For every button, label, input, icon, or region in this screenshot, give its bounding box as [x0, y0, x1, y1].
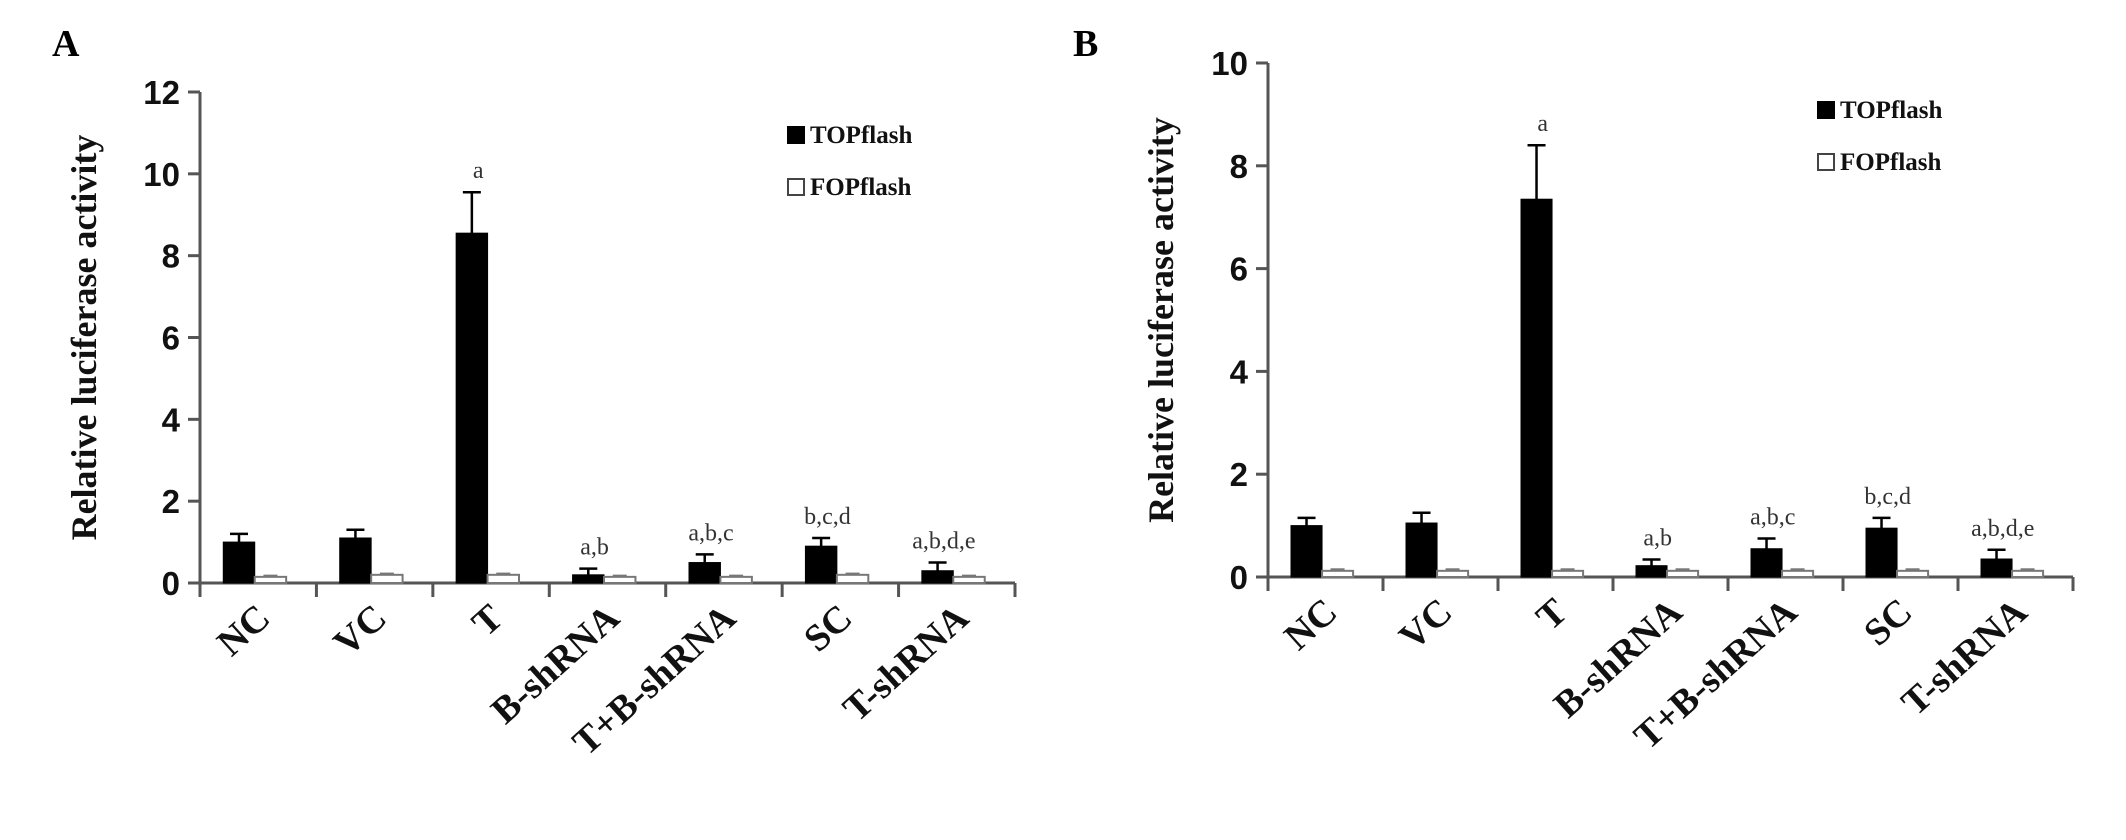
legend-label-b-1: FOPflash: [1840, 149, 1941, 176]
x-tick-label-a-1: VC: [326, 596, 395, 664]
bar-fopflash-a-1: [370, 573, 404, 584]
x-tick-label-b-6: T-shRNA: [1894, 590, 2036, 724]
bar-fopflash-b-2: [1551, 569, 1585, 578]
bar-topflash-b-6: [1980, 558, 2013, 578]
chart-b-svg: B Relative luciferase activity 0 2 4 6 8 10 NC VC…: [1073, 23, 2075, 758]
bar-fopflash-a-0: [253, 575, 288, 584]
significance-label-b-4: a,b,c: [1750, 504, 1795, 530]
panel-label-b: B: [1073, 23, 1098, 65]
bar-topflash-a-6: [921, 570, 954, 584]
y-tick-label-a-6: 12: [143, 74, 180, 111]
panel-label-a: A: [52, 23, 80, 65]
legend-swatch-b-1: [1817, 153, 1835, 171]
bar-topflash-b-2: [1520, 198, 1553, 578]
y-tick-label-b-0: 0: [1230, 559, 1248, 596]
significance-label-a-2: a: [473, 158, 484, 184]
bar-topflash-a-3: [572, 574, 605, 584]
y-tick-label-b-2: 4: [1230, 353, 1249, 390]
bar-topflash-b-4: [1750, 548, 1783, 578]
legend-swatch-a-0: [787, 126, 805, 144]
bar-fopflash-a-6: [952, 575, 986, 584]
x-tick-label-a-6: T-shRNA: [835, 596, 977, 730]
legend-label-a-1: FOPflash: [810, 174, 911, 201]
y-axis-label-a: Relative luciferase activity: [64, 135, 104, 541]
y-tick-label-b-5: 10: [1211, 45, 1248, 82]
significance-label-a-5: b,c,d: [804, 504, 851, 530]
bar-topflash-b-1: [1405, 522, 1438, 578]
significance-label-a-6: a,b,d,e: [912, 529, 975, 555]
bar-topflash-a-2: [455, 232, 489, 584]
x-tick-label-a-0: NC: [209, 596, 278, 664]
bar-fopflash-b-5: [1896, 569, 1930, 578]
x-tick-label-a-2: T: [464, 596, 511, 644]
significance-label-a-3: a,b: [580, 535, 609, 561]
y-tick-label-a-1: 2: [162, 483, 180, 520]
y-tick-label-a-4: 8: [162, 238, 180, 275]
legend-swatch-b-0: [1817, 101, 1835, 119]
bar-fopflash-b-0: [1321, 569, 1355, 578]
x-tick-label-b-5: SC: [1856, 590, 1920, 654]
chart-panel-a: A Relative luciferase activity 0 2 4 6 8 10 12 NC…: [52, 23, 1017, 764]
bar-topflash-b-5: [1865, 527, 1898, 578]
chart-a-svg: A Relative luciferase activity 0 2 4 6 8 10 12 NC…: [52, 23, 1017, 764]
y-axis-label-b: Relative luciferase activity: [1141, 117, 1181, 523]
y-tick-label-a-0: 0: [162, 565, 180, 602]
significance-label-b-6: a,b,d,e: [1971, 516, 2034, 542]
y-tick-label-b-1: 2: [1230, 456, 1248, 493]
chart-panel-b: B Relative luciferase activity 0 2 4 6 8 10 NC VC…: [1063, 0, 2126, 840]
x-tick-label-b-2: T: [1528, 590, 1575, 638]
bar-fopflash-b-1: [1436, 569, 1470, 578]
bar-fopflash-b-6: [2011, 569, 2045, 578]
significance-label-b-2: a: [1537, 111, 1548, 137]
bar-fopflash-a-3: [603, 575, 637, 584]
bar-fopflash-b-4: [1781, 569, 1815, 578]
legend-label-b-0: TOPflash: [1840, 97, 1942, 124]
bar-fopflash-a-5: [835, 573, 870, 584]
bar-topflash-a-5: [804, 545, 838, 584]
y-tick-label-a-3: 6: [162, 320, 180, 357]
y-tick-label-a-5: 10: [143, 156, 180, 193]
significance-label-b-3: a,b: [1643, 526, 1672, 552]
bar-topflash-a-4: [688, 562, 721, 584]
legend-label-a-0: TOPflash: [810, 122, 912, 149]
bar-topflash-a-0: [222, 541, 256, 584]
bar-topflash-b-0: [1290, 525, 1323, 578]
y-tick-label-b-4: 8: [1230, 148, 1248, 185]
y-tick-label-b-3: 6: [1230, 251, 1248, 288]
bar-topflash-a-1: [339, 537, 372, 584]
x-tick-label-a-5: SC: [796, 596, 860, 660]
legend-swatch-a-1: [787, 178, 805, 196]
bar-fopflash-a-4: [719, 575, 753, 584]
y-tick-label-a-2: 4: [162, 401, 181, 438]
x-tick-label-b-0: NC: [1276, 590, 1345, 658]
bar-topflash-b-3: [1635, 565, 1668, 578]
significance-label-a-4: a,b,c: [688, 520, 733, 546]
significance-label-b-5: b,c,d: [1864, 484, 1911, 510]
x-tick-label-b-1: VC: [1391, 590, 1460, 658]
bar-fopflash-a-2: [486, 573, 521, 584]
bar-fopflash-b-3: [1666, 569, 1700, 578]
